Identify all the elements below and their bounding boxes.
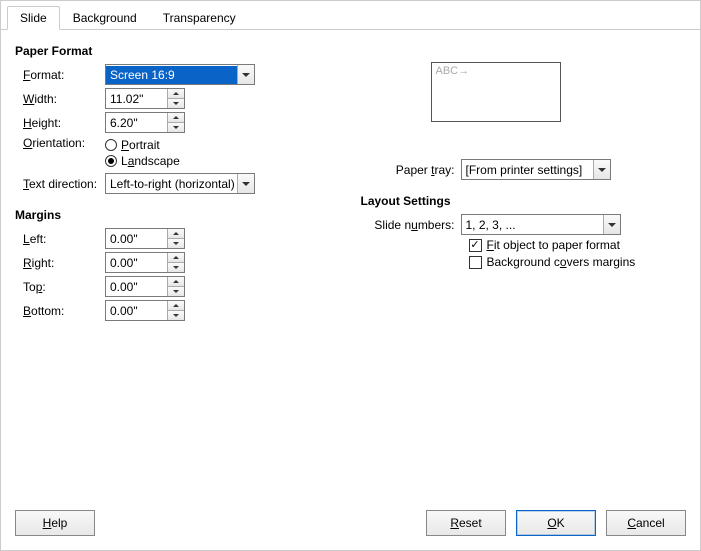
tab-transparency-label: Transparency [163,11,236,25]
fit-object-checkbox[interactable] [469,239,482,252]
height-spin-up[interactable] [168,113,184,123]
left-spin-down[interactable] [168,239,184,248]
height-input[interactable] [106,113,167,132]
top-spin-down[interactable] [168,287,184,296]
width-input[interactable] [106,89,167,108]
papertray-combo[interactable]: [From printer settings] [461,159,611,180]
height-spinner[interactable] [105,112,185,133]
slidenum-combo-value: 1, 2, 3, ... [462,216,603,234]
papertray-label: Paper tray: [361,163,461,177]
bottom-input[interactable] [106,301,167,320]
reset-button[interactable]: Reset [426,510,506,536]
bg-covers-label: Background covers margins [487,255,636,269]
right-label: Right: [15,256,105,270]
bottom-spinner[interactable] [105,300,185,321]
height-label: Height: [15,116,105,130]
landscape-label: Landscape [121,154,180,168]
width-spin-down[interactable] [168,99,184,108]
tab-background-label: Background [73,11,137,25]
right-column: ABC→ Paper tray: [From printer settings]… [361,40,687,324]
slide-properties-dialog: Slide Background Transparency Paper Form… [0,0,701,551]
chevron-down-icon [608,223,616,227]
section-layout-settings: Layout Settings [361,194,687,208]
radio-icon [105,155,117,167]
section-paper-format: Paper Format [15,44,341,58]
bottom-label: Bottom: [15,304,105,318]
bottom-spin-down[interactable] [168,311,184,320]
right-spin-up[interactable] [168,253,184,263]
bg-covers-checkbox[interactable] [469,256,482,269]
chevron-down-icon [242,73,250,77]
textdir-combo-value: Left-to-right (horizontal) [106,175,237,193]
format-combo-button[interactable] [237,65,254,84]
tab-slide-label: Slide [20,11,47,25]
ok-button[interactable]: OK [516,510,596,536]
chevron-down-icon [598,168,606,172]
tab-transparency[interactable]: Transparency [150,6,249,30]
left-input[interactable] [106,229,167,248]
slidenum-combo[interactable]: 1, 2, 3, ... [461,214,621,235]
help-button[interactable]: Help [15,510,95,536]
format-label: Format: [15,68,105,82]
papertray-combo-button[interactable] [593,160,610,179]
radio-icon [105,139,117,151]
papertray-combo-value: [From printer settings] [462,161,593,179]
dialog-content: Paper Format Format: Screen 16:9 Width: … [1,30,700,500]
format-combo-value: Screen 16:9 [106,66,237,84]
width-spin-up[interactable] [168,89,184,99]
textdir-label: Text direction: [15,177,105,191]
top-spinner[interactable] [105,276,185,297]
format-combo[interactable]: Screen 16:9 [105,64,255,85]
top-input[interactable] [106,277,167,296]
fit-object-label: Fit object to paper format [487,238,620,252]
preview-text: ABC→ [436,65,470,77]
top-label: Top: [15,280,105,294]
slidenum-label: Slide numbers: [361,218,461,232]
button-bar: Help Reset OK Cancel [1,500,700,550]
orientation-group: Portrait Landscape [105,136,180,170]
bottom-spin-up[interactable] [168,301,184,311]
section-margins: Margins [15,208,341,222]
tab-slide[interactable]: Slide [7,6,60,30]
textdir-combo[interactable]: Left-to-right (horizontal) [105,173,255,194]
width-label: Width: [15,92,105,106]
right-spin-down[interactable] [168,263,184,272]
height-spin-down[interactable] [168,123,184,132]
right-spinner[interactable] [105,252,185,273]
left-label: Left: [15,232,105,246]
left-spinner[interactable] [105,228,185,249]
cancel-button[interactable]: Cancel [606,510,686,536]
portrait-label: Portrait [121,138,160,152]
slidenum-combo-button[interactable] [603,215,620,234]
right-input[interactable] [106,253,167,272]
width-spinner[interactable] [105,88,185,109]
top-spin-up[interactable] [168,277,184,287]
left-column: Paper Format Format: Screen 16:9 Width: … [15,40,341,324]
left-spin-up[interactable] [168,229,184,239]
tab-bar: Slide Background Transparency [1,1,700,30]
textdir-combo-button[interactable] [237,174,254,193]
portrait-radio[interactable]: Portrait [105,138,180,152]
landscape-radio[interactable]: Landscape [105,154,180,168]
tab-background[interactable]: Background [60,6,150,30]
preview-box: ABC→ [431,62,561,122]
orientation-label: Orientation: [15,136,105,150]
chevron-down-icon [242,182,250,186]
